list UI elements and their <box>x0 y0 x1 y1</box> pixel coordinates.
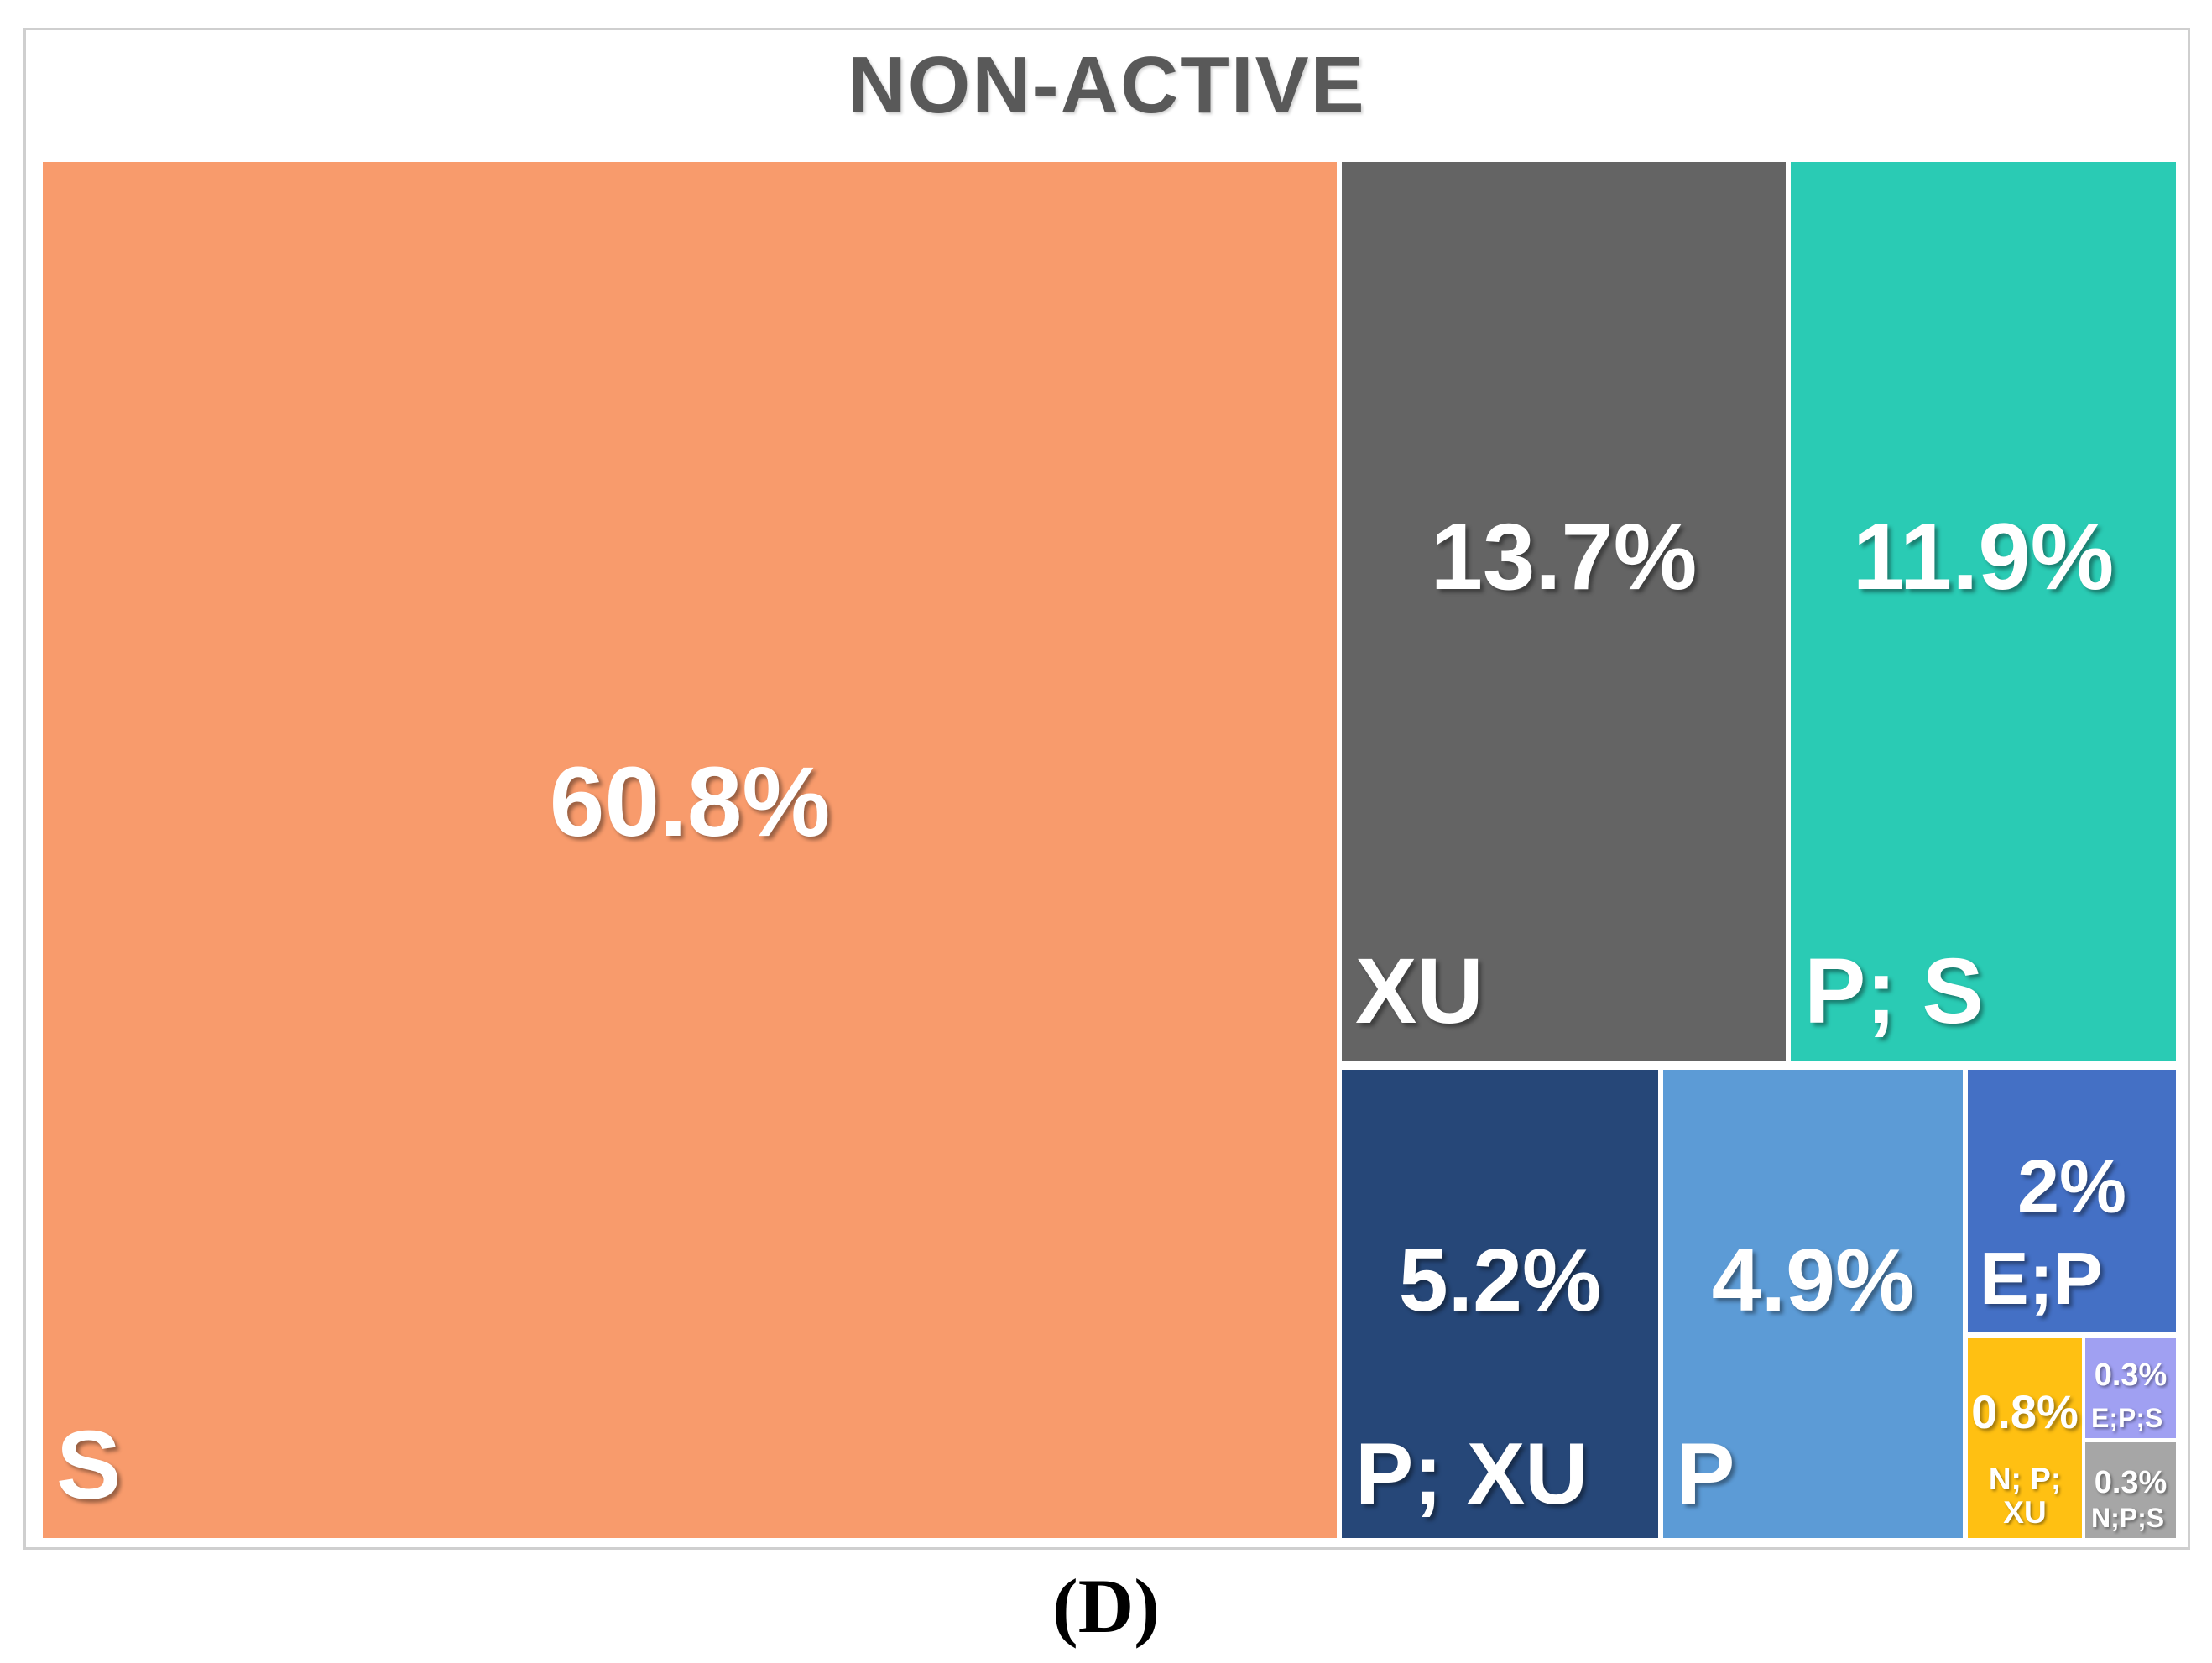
tile-category-label: XU <box>1355 940 1484 1044</box>
tile-pct-label: 11.9% <box>1852 504 2115 610</box>
tile-category-line: N; P; <box>1988 1462 2062 1497</box>
tile-pct-label: 5.2% <box>1398 1231 1602 1331</box>
tile-category-label: N; P; XU <box>1968 1462 2082 1530</box>
tile-pct-label: 13.7% <box>1430 504 1698 610</box>
treemap-tile-p-s: 11.9% P; S <box>1791 162 2176 1061</box>
tile-category-label: S <box>56 1410 122 1520</box>
tile-pct-label: 60.8% <box>549 746 831 858</box>
tile-pct-label: 0.8% <box>1971 1385 2079 1439</box>
treemap-chart: NON-ACTIVE 60.8% S 13.7% XU 11.9% P; S 5.2% P; … <box>23 28 2190 1550</box>
tile-category-line: P; S <box>1804 940 1984 1044</box>
treemap-tile-e-p: 2% E;P <box>1968 1070 2176 1332</box>
tile-pct-label: 2% <box>2016 1145 2127 1230</box>
tile-category-line: E;P <box>1980 1236 2103 1320</box>
treemap-area: 60.8% S 13.7% XU 11.9% P; S 5.2% P; XU 4.9% P 2% E;… <box>26 30 2188 1547</box>
panel-label: (D) <box>1052 1563 1160 1649</box>
tile-category-line: XU <box>1355 940 1484 1044</box>
tile-category-label: E;P;S <box>2091 1404 2162 1433</box>
tile-category-label: P <box>1677 1425 1735 1523</box>
tile-category-label: P; XU <box>1355 1425 1589 1523</box>
treemap-tile-xu: 13.7% XU <box>1342 162 1786 1061</box>
tile-pct-label: 0.3% <box>2094 1464 2168 1500</box>
tile-category-line: N;P;S <box>2091 1503 2165 1534</box>
tile-category-label: E;P <box>1980 1238 2103 1318</box>
treemap-tile-p-xu: 5.2% P; XU <box>1342 1070 1658 1538</box>
tile-category-line: P <box>1677 1425 1735 1523</box>
tile-pct-label: 0.3% <box>2094 1358 2168 1394</box>
chart-title: NON-ACTIVE <box>848 40 1366 130</box>
tile-category-line: XU <box>2003 1495 2047 1530</box>
tile-category-line: P; XU <box>1355 1425 1589 1523</box>
treemap-tile-p: 4.9% P <box>1663 1070 1963 1538</box>
tile-category-label: N;P;S <box>2091 1504 2164 1533</box>
treemap-tile-n-p-s: 0.3% N;P;S <box>2085 1442 2176 1538</box>
treemap-tile-s: 60.8% S <box>43 162 1337 1538</box>
tile-category-line: E;P;S <box>2091 1403 2163 1434</box>
tile-category-label: P; S <box>1804 940 1984 1044</box>
tile-pct-label: 4.9% <box>1711 1231 1915 1331</box>
tile-category-line: S <box>56 1410 122 1520</box>
treemap-tile-e-p-s: 0.3% E;P;S <box>2085 1338 2176 1438</box>
treemap-tile-n-p-xu: 0.8% N; P; XU <box>1968 1338 2082 1538</box>
